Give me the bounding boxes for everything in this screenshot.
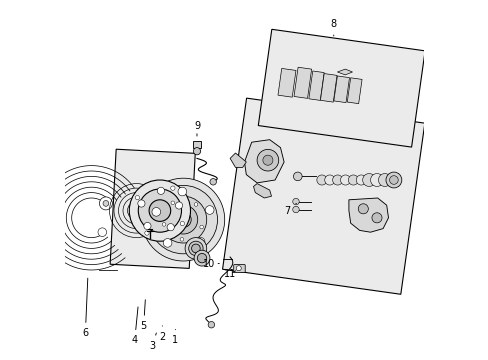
Polygon shape xyxy=(293,67,311,98)
Polygon shape xyxy=(320,73,336,102)
Circle shape xyxy=(194,203,198,206)
Circle shape xyxy=(167,224,174,231)
Circle shape xyxy=(347,175,358,185)
Text: 8: 8 xyxy=(330,19,336,36)
Circle shape xyxy=(178,187,186,196)
Circle shape xyxy=(180,238,183,241)
Circle shape xyxy=(163,239,172,247)
Circle shape xyxy=(200,225,203,229)
Circle shape xyxy=(292,206,299,213)
Polygon shape xyxy=(110,149,195,269)
Circle shape xyxy=(149,185,217,254)
Bar xyxy=(193,141,200,148)
Circle shape xyxy=(99,197,112,210)
Circle shape xyxy=(385,172,401,188)
Text: 10: 10 xyxy=(203,258,219,269)
Circle shape xyxy=(157,187,164,194)
Circle shape xyxy=(162,222,165,226)
Text: 9: 9 xyxy=(194,121,200,136)
Polygon shape xyxy=(348,198,387,232)
Circle shape xyxy=(149,200,170,221)
Text: 1: 1 xyxy=(172,329,178,345)
Circle shape xyxy=(355,175,366,185)
Circle shape xyxy=(142,178,224,261)
Polygon shape xyxy=(230,153,246,167)
Circle shape xyxy=(236,266,241,271)
Text: 7: 7 xyxy=(284,203,296,216)
Circle shape xyxy=(358,204,367,214)
Polygon shape xyxy=(253,184,271,198)
Circle shape xyxy=(292,198,299,205)
Circle shape xyxy=(362,174,375,186)
Circle shape xyxy=(144,231,149,235)
Polygon shape xyxy=(308,71,324,100)
Circle shape xyxy=(185,238,206,259)
Circle shape xyxy=(138,189,181,232)
Circle shape xyxy=(332,175,342,185)
Polygon shape xyxy=(258,29,424,147)
Polygon shape xyxy=(244,140,284,183)
Circle shape xyxy=(205,206,214,214)
Circle shape xyxy=(193,148,200,155)
Circle shape xyxy=(129,180,190,241)
Text: 4: 4 xyxy=(131,307,138,345)
Polygon shape xyxy=(346,78,361,104)
FancyBboxPatch shape xyxy=(233,265,244,273)
Circle shape xyxy=(293,172,302,181)
Polygon shape xyxy=(277,68,295,97)
Circle shape xyxy=(168,205,197,234)
Circle shape xyxy=(263,155,272,165)
Text: 6: 6 xyxy=(82,278,88,338)
Polygon shape xyxy=(222,98,424,294)
Circle shape xyxy=(180,221,184,226)
Text: 3: 3 xyxy=(149,333,156,351)
Circle shape xyxy=(175,202,182,209)
Circle shape xyxy=(103,201,108,206)
Circle shape xyxy=(208,321,214,328)
Circle shape xyxy=(143,222,151,230)
Circle shape xyxy=(340,175,350,185)
Circle shape xyxy=(371,213,381,223)
Circle shape xyxy=(170,186,175,190)
Circle shape xyxy=(98,228,106,237)
Circle shape xyxy=(171,201,174,204)
Circle shape xyxy=(194,250,209,266)
Polygon shape xyxy=(333,76,349,103)
Circle shape xyxy=(196,237,204,246)
Circle shape xyxy=(370,174,383,186)
Circle shape xyxy=(175,212,191,228)
Circle shape xyxy=(257,149,278,171)
Circle shape xyxy=(316,175,326,185)
Circle shape xyxy=(197,253,206,263)
Circle shape xyxy=(188,241,203,256)
Circle shape xyxy=(191,244,200,253)
Circle shape xyxy=(138,200,145,207)
Circle shape xyxy=(378,174,390,186)
Text: 5: 5 xyxy=(140,300,146,331)
Circle shape xyxy=(135,195,140,200)
Circle shape xyxy=(389,176,397,184)
Circle shape xyxy=(152,208,160,216)
Text: 11: 11 xyxy=(224,269,236,279)
Circle shape xyxy=(209,179,216,185)
Polygon shape xyxy=(337,69,352,75)
Text: 2: 2 xyxy=(159,326,165,342)
Circle shape xyxy=(160,196,206,243)
Circle shape xyxy=(131,205,142,216)
Circle shape xyxy=(324,175,334,185)
